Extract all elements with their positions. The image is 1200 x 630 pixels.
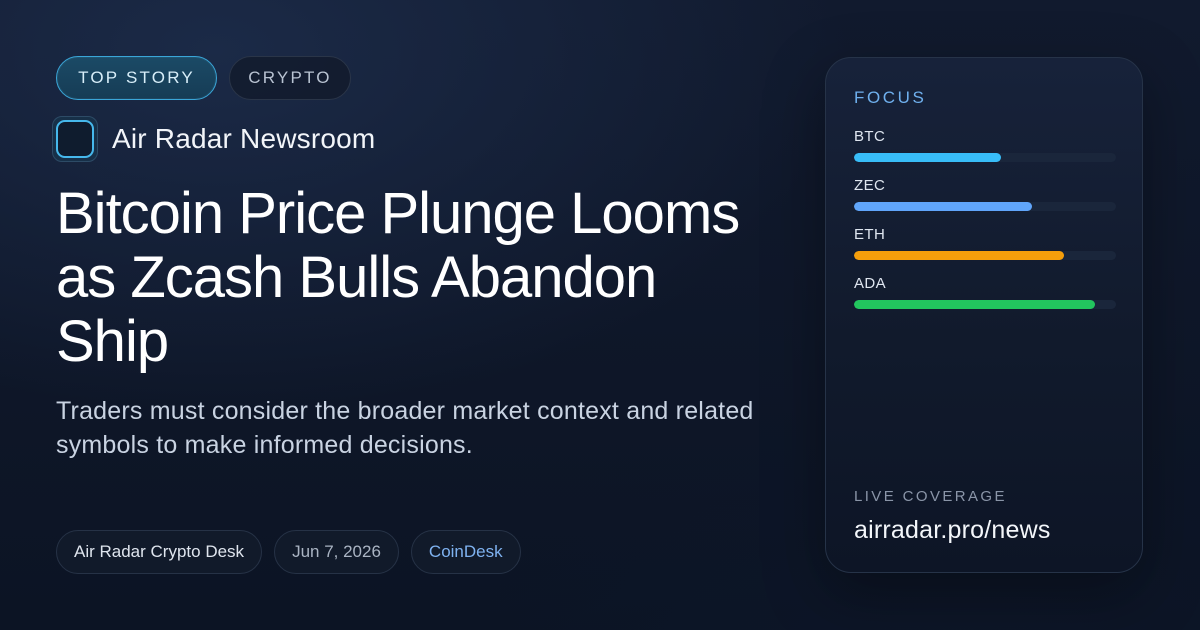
focus-bar-fill	[854, 153, 1001, 162]
top-story-tag[interactable]: TOP STORY	[56, 56, 217, 100]
focus-bar-track	[854, 153, 1116, 162]
focus-list: BTC ZEC ETH ADA	[854, 128, 1116, 324]
headline: Bitcoin Price Plunge Looms as Zcash Bull…	[56, 181, 740, 374]
source-pill[interactable]: CoinDesk	[410, 530, 521, 574]
brand-logo-inner	[56, 120, 94, 158]
focus-bar-track	[854, 300, 1116, 309]
desk-pill: Air Radar Crypto Desk	[56, 530, 263, 574]
focus-bar-fill	[854, 251, 1064, 260]
focus-item-eth: ETH	[854, 226, 1116, 275]
focus-bar-track	[854, 202, 1116, 211]
focus-label: ZEC	[854, 177, 886, 194]
focus-label: BTC	[854, 128, 886, 145]
focus-item-zec: ZEC	[854, 177, 1116, 226]
coverage-link[interactable]: airradar.pro/news	[854, 516, 1051, 544]
focus-label: ADA	[854, 275, 887, 292]
focus-heading: FOCUS	[854, 88, 927, 107]
meta-row: Air Radar Crypto Desk Jun 7, 2026 CoinDe…	[56, 530, 521, 574]
focus-bar-fill	[854, 300, 1096, 309]
date-pill: Jun 7, 2026	[274, 530, 399, 574]
brand-name: Air Radar Newsroom	[112, 123, 376, 154]
focus-item-ada: ADA	[854, 275, 1116, 324]
tag-row: TOP STORY CRYPTO	[56, 56, 351, 100]
focus-item-btc: BTC	[854, 128, 1116, 177]
subheadline: Traders must consider the broader market…	[56, 397, 754, 459]
brand: Air Radar Newsroom	[52, 116, 375, 162]
focus-bar-track	[854, 251, 1116, 260]
radar-square-icon	[52, 116, 98, 162]
crypto-tag[interactable]: CRYPTO	[229, 56, 351, 100]
live-coverage-label: LIVE COVERAGE	[854, 488, 1007, 505]
focus-label: ETH	[854, 226, 886, 243]
focus-bar-fill	[854, 202, 1033, 211]
focus-panel: FOCUS BTC ZEC ETH ADA LIVE COVERAG	[825, 57, 1143, 573]
